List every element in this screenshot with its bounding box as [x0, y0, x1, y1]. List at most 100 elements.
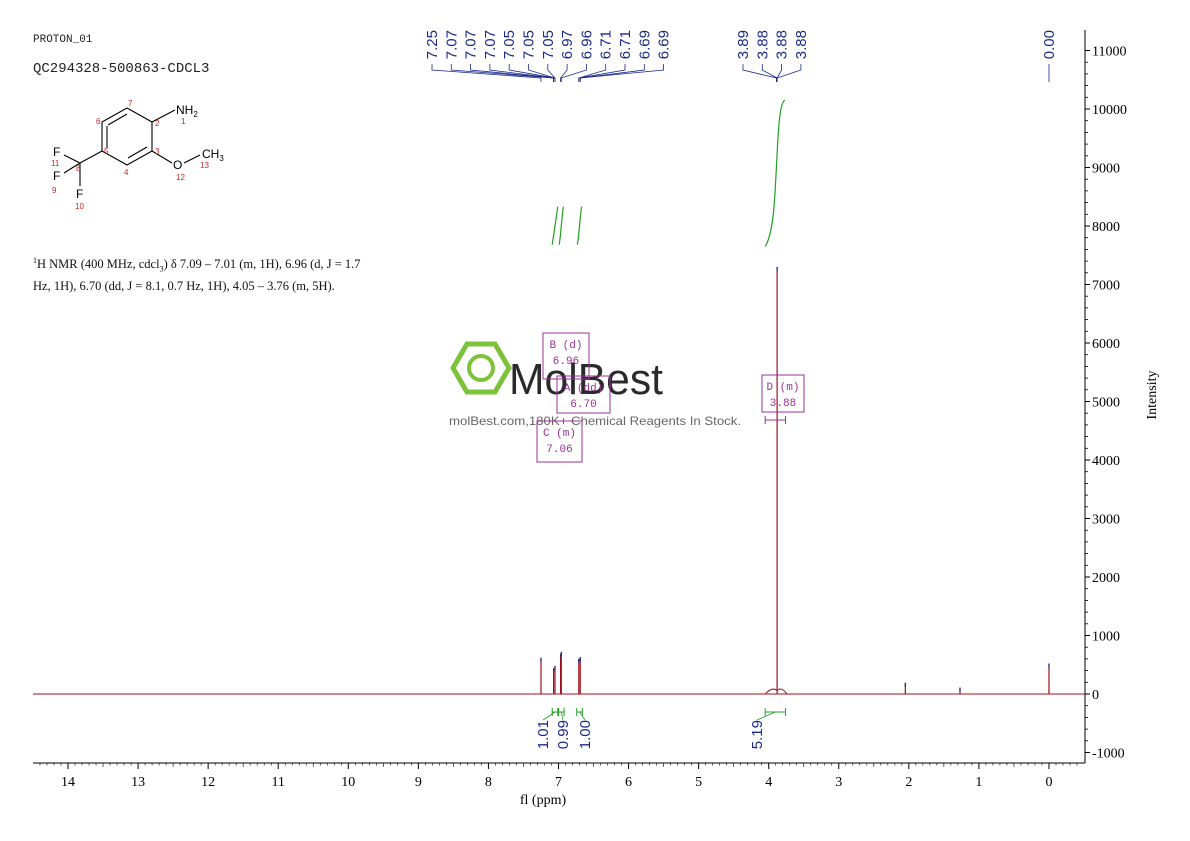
- atom-number-7: 7: [128, 99, 133, 108]
- atom-number-1: 1: [181, 117, 186, 126]
- x-tick-label: 11: [271, 775, 284, 790]
- x-tick-label: 9: [415, 775, 422, 790]
- aromatic-integral-curve: [558, 206, 564, 245]
- methoxy-multiplet-shape: [764, 688, 788, 695]
- x-tick-label: 10: [341, 775, 355, 790]
- multiplet-shift: 6.96: [553, 356, 579, 368]
- peak-label: 6.69: [636, 30, 653, 59]
- atom-number-5: 5: [104, 147, 109, 156]
- multiplet-shift: 6.70: [570, 399, 596, 411]
- peak-label: 6.69: [656, 30, 673, 59]
- peak-label-leader: [776, 64, 782, 82]
- x-axis-ticks: [39, 763, 1078, 769]
- spectrum-peaks: [540, 266, 1050, 695]
- integral-bracket-leader: [579, 711, 586, 721]
- multiplet-box: [542, 332, 590, 380]
- y-tick-label: -1000: [1092, 747, 1125, 762]
- x-tick-label: 13: [131, 775, 145, 790]
- atom-number-10: 10: [75, 202, 84, 211]
- peak-label-leader: [489, 64, 554, 82]
- y-tick-label: 0: [1092, 688, 1099, 703]
- fluorine-label-9: F: [53, 169, 60, 183]
- aromatic-integral-curve: [551, 206, 559, 245]
- peak-label-leader: [579, 64, 664, 82]
- peak-label-leader: [547, 64, 556, 82]
- y-tick-label: 7000: [1092, 279, 1120, 294]
- integral-value: 1.00: [577, 720, 594, 749]
- x-tick-label: 5: [695, 775, 702, 790]
- multiplet-shift: 7.06: [546, 444, 572, 456]
- fluorine-label-10: F: [76, 187, 83, 201]
- peak-label: 7.07: [463, 30, 480, 59]
- integral-value: 0.99: [555, 720, 572, 749]
- x-tick-label: 14: [61, 775, 75, 790]
- integral-value: 5.19: [749, 720, 766, 749]
- y-tick-label: 3000: [1092, 513, 1120, 528]
- integral-bracket-leader: [542, 711, 556, 721]
- peak-label: 6.96: [578, 30, 595, 59]
- aromatic-integral-curve: [576, 206, 583, 245]
- multiplet-shift: 3.88: [770, 398, 796, 410]
- peak-label: 3.88: [793, 30, 810, 59]
- integral-curves: [551, 99, 786, 247]
- integral-bracket-leader: [756, 711, 776, 721]
- integral-brackets: [542, 708, 787, 721]
- methyl-label: CH3: [202, 147, 224, 163]
- y-tick-label: 9000: [1092, 162, 1120, 177]
- multiplet-box: [761, 374, 805, 413]
- peak-label: 3.89: [735, 30, 752, 59]
- sample-id: QC294328-500863-CDCL3: [33, 61, 209, 77]
- atom-number-3: 3: [155, 147, 160, 156]
- x-tick-label: 7: [555, 775, 562, 790]
- atom-number-8: 8: [76, 164, 81, 173]
- peak-label-leader: [742, 64, 777, 82]
- nmr-description: 1H NMR (400 MHz, cdcl3) δ 7.09 – 7.01 (m…: [33, 256, 361, 293]
- atom-number-9: 9: [52, 186, 57, 195]
- peak-label-leader: [560, 64, 568, 82]
- integral-value: 1.01: [535, 720, 552, 749]
- atom-number-11: 11: [51, 159, 60, 168]
- peak-label: 3.88: [754, 30, 771, 59]
- atom-number-12: 12: [176, 173, 185, 182]
- x-axis-label: fl (ppm): [520, 793, 567, 808]
- peak-label: 6.71: [617, 30, 634, 59]
- molecule-structure: [63, 107, 201, 186]
- x-tick-label: 1: [975, 775, 982, 790]
- molecule-labels: NH2 O CH3 F F F 1 2 3 4 5 6 7 8 9 10 11 …: [51, 99, 224, 211]
- peak-label: 0.00: [1041, 30, 1058, 59]
- x-tick-label: 0: [1045, 775, 1052, 790]
- peak-label: 6.97: [559, 30, 576, 59]
- peak-label: 7.05: [521, 30, 538, 59]
- peak-label-leader: [560, 64, 587, 82]
- fluorine-label-11: F: [53, 145, 60, 159]
- multiplet-boxes: B (d) 6.96 A (dd) 6.70 C (m) 7.06 D (m) 3.88: [536, 332, 805, 463]
- y-axis-label: Intensity: [1145, 371, 1160, 420]
- x-tick-label: 8: [485, 775, 492, 790]
- peak-label: 6.71: [598, 30, 615, 59]
- molbest-logo-icon: [450, 341, 512, 395]
- multiplet-label: C (m): [543, 428, 576, 440]
- y-axis-tick-labels: 1100010000900080007000600050004000300020…: [1092, 45, 1127, 762]
- multiplet-label: D (m): [766, 382, 799, 394]
- x-tick-label: 6: [625, 775, 632, 790]
- peak-label: 7.25: [424, 30, 441, 59]
- watermark-tagline: molBest.com,180K+ Chemical Reagents In S…: [449, 414, 741, 428]
- atom-number-2: 2: [155, 119, 160, 128]
- y-tick-label: 6000: [1092, 337, 1120, 352]
- x-axis-tick-labels: 14 13 12 11 10 9 8 7 6 5 4 3 2 1 0: [61, 775, 1052, 790]
- peak-label-leader: [776, 64, 802, 82]
- peak-label: 7.07: [443, 30, 460, 59]
- amine-label: NH2: [176, 103, 198, 119]
- multiplet-label: B (d): [549, 340, 582, 352]
- y-tick-label: 4000: [1092, 454, 1120, 469]
- y-tick-label: 11000: [1092, 45, 1126, 60]
- x-tick-label: 3: [835, 775, 842, 790]
- atom-number-13: 13: [200, 161, 209, 170]
- integral-bracket-leader: [560, 711, 564, 721]
- atom-number-4: 4: [124, 168, 129, 177]
- y-tick-label: 8000: [1092, 220, 1120, 235]
- peak-label: 3.88: [774, 30, 791, 59]
- peak-label: 7.05: [540, 30, 557, 59]
- peak-label-leader: [578, 64, 607, 82]
